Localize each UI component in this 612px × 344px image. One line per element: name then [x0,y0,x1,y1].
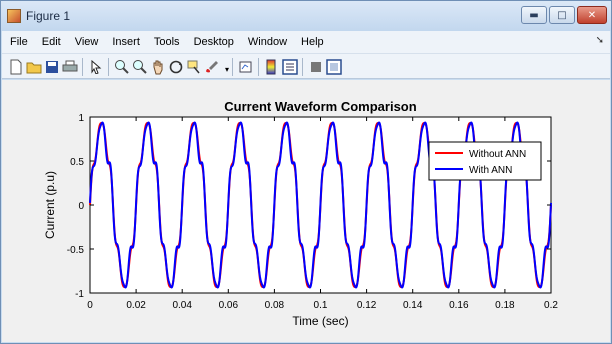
y-tick-label: 0.5 [70,157,84,168]
chart-title: Current Waveform Comparison [224,99,416,114]
legend-label-with-ann: With ANN [469,165,512,176]
hide-plot-tools-icon[interactable] [308,59,324,75]
legend-box [428,141,542,181]
legend-label-without-ann: Without ANN [469,149,526,160]
x-tick-label: 0 [87,300,93,311]
menu-tools[interactable]: Tools [153,36,180,48]
toolbar-separator [302,58,303,76]
x-tick-label: 0.1 [314,300,328,311]
save-icon[interactable] [44,59,60,75]
menu-desktop[interactable]: Desktop [193,36,234,48]
x-tick-label: 0.12 [357,300,377,311]
ticks-group: 0 0.02 0.04 0.06 0.08 0.1 0.12 0.14 0.16 0.18 0.2 1… [67,113,559,311]
y-tick-label: 0 [78,201,84,212]
menu-view[interactable]: View [74,36,99,48]
y-tick-label: -1 [75,289,84,300]
matlab-figure-icon [7,9,21,23]
rotate-3d-icon[interactable] [168,59,184,75]
menu-edit[interactable]: Edit [41,36,61,48]
title-bar[interactable]: Figure 1 ▬ □ ✕ [1,1,611,31]
x-tick-label: 0.04 [172,300,192,311]
legend[interactable]: Without ANN With ANN [428,141,542,181]
toolbar: ▾ [2,53,610,79]
x-tick-label: 0.02 [126,300,146,311]
menu-help[interactable]: Help [301,36,324,48]
y-axis-label: Current (p.u) [43,171,57,239]
y-tick-label: -0.5 [67,245,85,256]
brush-icon[interactable] [204,59,220,75]
x-axis-label: Time (sec) [292,314,348,328]
y-tick-label: 1 [78,113,84,124]
plot-area[interactable]: 0 0.02 0.04 0.06 0.08 0.1 0.12 0.14 0.16 0.18 0.2 1… [2,80,610,342]
close-button[interactable]: ✕ [577,6,607,24]
window-title: Figure 1 [26,9,71,23]
link-plot-icon[interactable] [238,59,254,75]
x-tick-label: 0.16 [449,300,469,311]
x-tick-label: 0.06 [219,300,239,311]
x-tick-label: 0.18 [495,300,515,311]
insert-colorbar-icon[interactable] [264,59,280,75]
open-folder-icon[interactable] [26,59,42,75]
x-tick-label: 0.08 [265,300,285,311]
x-tick-label: 0.2 [544,300,558,311]
print-icon[interactable] [62,59,78,75]
insert-legend-icon[interactable] [282,59,298,75]
menu-overflow-arrow-icon[interactable]: ➘ [595,35,604,46]
menu-window[interactable]: Window [247,36,288,48]
toolbar-separator [82,58,83,76]
pan-icon[interactable] [150,59,166,75]
pointer-icon[interactable] [88,59,104,75]
toolbar-separator [232,58,233,76]
menu-bar: File Edit View Insert Tools Desktop Wind… [2,31,610,53]
figure-canvas: 0 0.02 0.04 0.06 0.08 0.1 0.12 0.14 0.16 0.18 0.2 1… [2,80,610,342]
new-file-icon[interactable] [8,59,24,75]
brush-dropdown-icon[interactable]: ▾ [224,65,229,74]
toolbar-separator [108,58,109,76]
menu-insert[interactable]: Insert [112,36,140,48]
toolbar-separator [258,58,259,76]
data-cursor-icon[interactable] [186,59,202,75]
x-tick-label: 0.14 [403,300,423,311]
zoom-in-icon[interactable] [114,59,130,75]
menu-file[interactable]: File [10,36,28,48]
show-plot-tools-icon[interactable] [326,59,342,75]
maximize-button[interactable]: □ [549,6,575,24]
zoom-out-icon[interactable] [132,59,148,75]
minimize-button[interactable]: ▬ [521,6,547,24]
